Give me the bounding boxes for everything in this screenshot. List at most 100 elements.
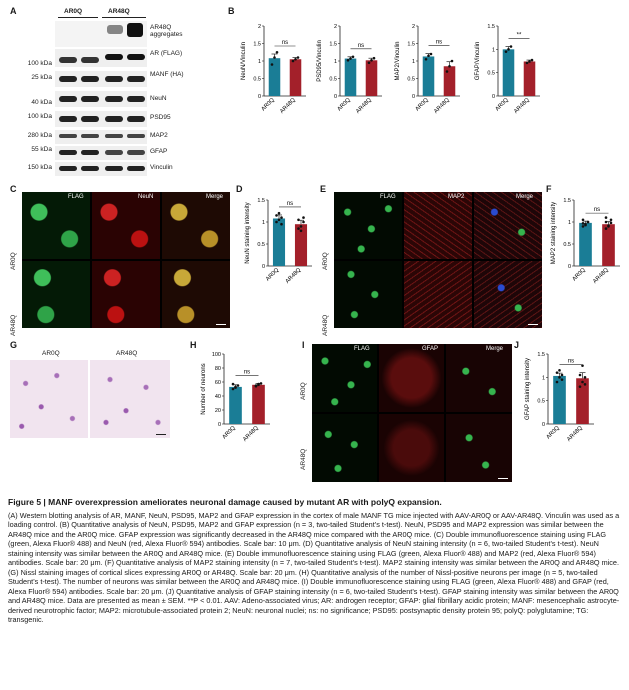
- data-point: [609, 221, 613, 225]
- micro-col-label: AR0Q: [42, 350, 60, 357]
- data-point: [445, 70, 449, 73]
- y-tick-label: 2: [334, 24, 337, 30]
- scale-bar: [498, 478, 508, 479]
- panel-letter-c: C: [10, 184, 17, 194]
- data-point: [297, 227, 300, 230]
- y-tick-label: 1: [412, 59, 415, 65]
- data-point: [275, 50, 279, 54]
- data-point: [578, 385, 582, 388]
- x-tick-label: AR48Q: [242, 425, 260, 443]
- blot-target-label: MAP2: [150, 132, 168, 139]
- data-point: [558, 376, 561, 379]
- data-point: [581, 380, 584, 384]
- data-point: [581, 364, 584, 367]
- bar: [422, 56, 435, 96]
- bar-chart-neun-intensity: NeuN staining intensity 0 0.5 1 1.5 AR0Q AR48Q…: [245, 198, 312, 285]
- x-tick-label: AR48Q: [592, 267, 610, 285]
- x-tick-label: AR48Q: [279, 97, 297, 115]
- panel-letter-h: H: [190, 340, 197, 350]
- blot-target-label: MANF (HA): [150, 71, 184, 78]
- y-axis-label: MAP2/Vinculin: [395, 42, 401, 81]
- data-point: [450, 59, 454, 63]
- mw-label: 55 kDa: [31, 146, 52, 153]
- y-tick-label: 1: [542, 375, 545, 381]
- blot-strip-aggregates: [55, 20, 147, 47]
- data-point: [583, 376, 587, 379]
- data-point: [507, 48, 510, 51]
- x-tick-label: AR48Q: [433, 97, 451, 115]
- blot-group-line: [58, 17, 98, 18]
- micro-col-label: Merge: [516, 194, 534, 200]
- data-point: [555, 380, 559, 384]
- scale-bar: [528, 324, 538, 325]
- x-tick-label: AR48Q: [566, 425, 584, 443]
- blot-strip-gfap: [55, 145, 147, 160]
- data-point: [302, 220, 305, 224]
- data-point: [583, 383, 587, 386]
- significance-label: ns: [287, 201, 293, 207]
- data-point: [581, 225, 585, 228]
- data-point: [558, 369, 561, 372]
- data-point: [270, 63, 274, 66]
- micrograph-grid: [22, 192, 230, 328]
- figure-caption: Figure 5 | MANF overexpression ameliorat…: [8, 497, 623, 625]
- blot-target-label: AR (FLAG): [150, 50, 183, 57]
- significance-label: ns: [244, 369, 250, 375]
- y-tick-label: 0: [262, 264, 265, 270]
- panel-letter-i: I: [302, 340, 305, 350]
- y-tick-label: 0.5: [407, 77, 415, 83]
- y-tick-label: 1: [258, 59, 261, 65]
- micro-row-label: AR0Q: [10, 252, 17, 270]
- data-point: [584, 223, 587, 227]
- caption-body: (A) Western blotting analysis of AR, MAN…: [8, 510, 620, 625]
- y-tick-label: 1.5: [487, 24, 495, 30]
- bar-chart-neuron-count: Number of neurons 0 20 40 60 80 100 AR0Q AR48Q ns: [201, 352, 270, 443]
- y-tick-label: 100: [212, 352, 221, 358]
- data-point: [581, 218, 585, 222]
- micro-col-label: Merge: [486, 346, 504, 352]
- x-tick-label: AR48Q: [355, 97, 373, 115]
- caption-title: Figure 5 | MANF overexpression ameliorat…: [8, 497, 442, 507]
- y-tick-label: 1: [262, 220, 265, 226]
- bar: [294, 224, 308, 266]
- data-point: [231, 387, 235, 391]
- mw-label: 100 kDa: [27, 60, 52, 67]
- y-axis-label: NeuN/Vinculin: [241, 42, 247, 80]
- data-point: [277, 218, 281, 222]
- data-point: [291, 59, 295, 63]
- micro-row-label: AR48Q: [322, 314, 329, 336]
- y-axis-label: GFAP/Vinculin: [475, 42, 481, 81]
- bar: [502, 49, 515, 96]
- blot-strip-map2: [55, 129, 147, 144]
- y-tick-label: 0: [542, 422, 545, 428]
- x-tick-label: AR0Q: [415, 97, 431, 113]
- y-tick-label: 60: [215, 380, 221, 386]
- micro-row-label: AR0Q: [322, 252, 329, 270]
- data-point: [509, 45, 513, 48]
- scale-bar: [216, 324, 226, 325]
- y-axis-label: NeuN staining intensity: [245, 202, 251, 263]
- y-tick-label: 0.5: [253, 77, 261, 83]
- nissl-image-ar0q: [10, 360, 88, 438]
- blot-group-line: [102, 17, 146, 18]
- x-tick-label: AR48Q: [513, 97, 531, 115]
- bar-chart-neun-vinculin: NeuN/Vinculin 0 0.5 1 1.5 2 AR0Q AR48Q ns: [241, 24, 306, 115]
- data-point: [273, 56, 276, 59]
- y-tick-label: 1.5: [253, 42, 261, 48]
- micro-col-label: AR48Q: [116, 350, 138, 357]
- bar-chart-gfap-vinculin: GFAP/Vinculin 0 0.5 1 1.5 AR0Q AR48Q **: [475, 24, 540, 115]
- blot-strip-neun: [55, 90, 147, 107]
- x-tick-label: AR0Q: [265, 267, 281, 283]
- data-point: [609, 218, 613, 222]
- blot-strip-manf: [55, 70, 147, 87]
- micro-col-label: MAP2: [448, 194, 465, 200]
- blot-group-ar48q: AR48Q: [108, 8, 130, 15]
- y-tick-label: 2: [412, 24, 415, 30]
- data-point: [604, 216, 608, 219]
- data-point: [294, 57, 297, 61]
- data-point: [280, 222, 283, 226]
- significance-label: ns: [594, 207, 600, 213]
- micrograph-grid: [312, 344, 512, 482]
- nissl-image-ar48q: [90, 360, 170, 438]
- mw-label: 100 kDa: [27, 113, 52, 120]
